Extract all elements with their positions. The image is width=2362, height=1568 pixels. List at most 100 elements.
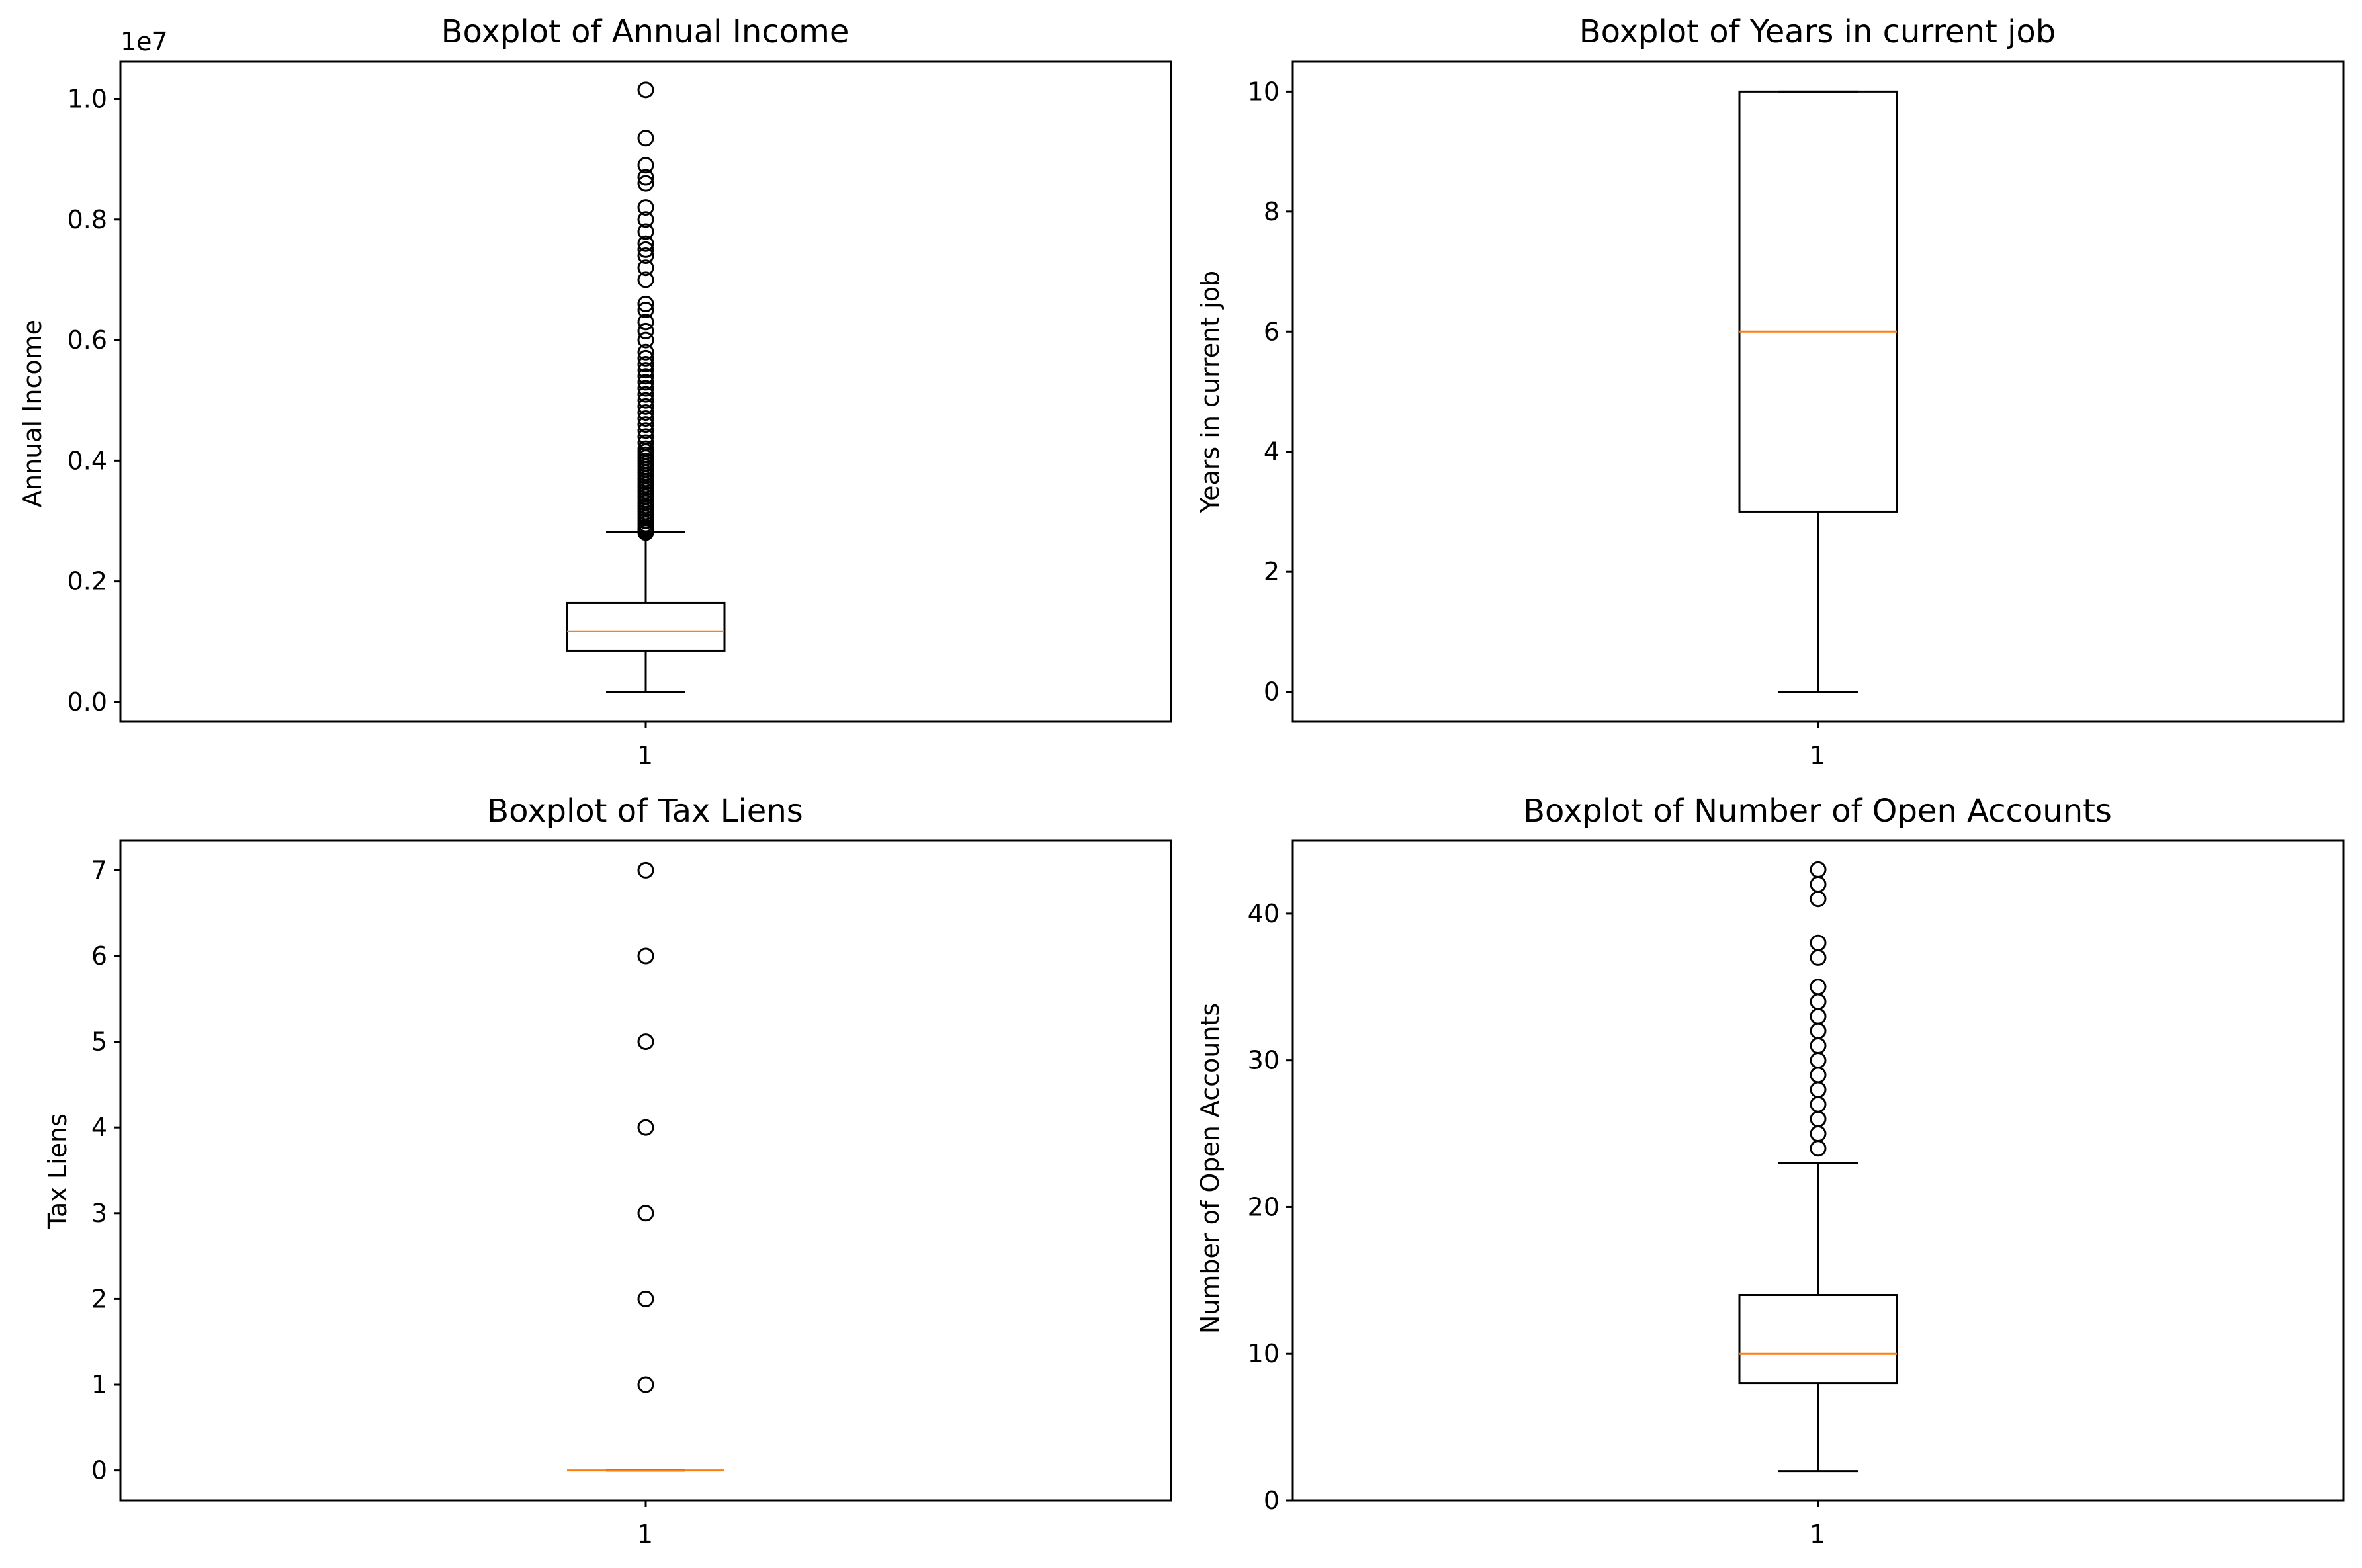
panel-tax-liens: Boxplot of Tax Liens Tax Liens 1 0 1 2 3 4 5 6… [43,793,1172,1549]
outlier-point [637,1376,654,1393]
iqr-box [1738,1294,1898,1385]
y-tick-label: 8 [1264,197,1280,226]
outlier-point [637,386,654,403]
axes-frame [119,839,1172,1502]
outlier-point [637,947,654,965]
panel-title: Boxplot of Number of Open Accounts [1523,793,2112,830]
axes-frame [119,60,1172,723]
x-tick-label: 1 [1810,1520,1825,1549]
y-tick-label: 6 [91,941,107,971]
outlier-point [637,302,654,319]
outlier-point [637,343,654,361]
outlier-point [637,392,654,409]
y-tick-label: 0.8 [67,205,107,234]
axis-offset-label: 1e7 [120,27,168,56]
outlier-point [637,235,654,252]
y-tick-label: 10 [1248,77,1280,106]
panel-title: Boxplot of Tax Liens [487,793,803,830]
y-tick-label: 2 [1264,557,1280,586]
outlier-point [637,356,654,373]
boxplot-marks [567,861,724,1472]
y-tick-label: 0 [91,1456,107,1485]
outlier-point [637,416,654,433]
y-axis-label: Number of Open Accounts [1196,1003,1225,1334]
panel-title: Boxplot of Annual Income [441,13,850,50]
outlier-point [637,428,654,445]
y-tick-label: 10 [1248,1339,1280,1368]
outlier-point [1810,861,1827,878]
outlier-point [637,223,654,240]
y-tick-label: 4 [91,1113,107,1142]
outlier-point [637,422,654,439]
y-tick-label: 1 [91,1370,107,1399]
outlier-point [637,175,654,192]
outlier-point [1810,979,1827,996]
outlier-point [637,314,654,331]
axes-frame [1291,839,2345,1502]
iqr-box [566,601,726,652]
y-tick-label: 3 [91,1199,107,1228]
y-tick-label: 20 [1248,1192,1280,1221]
outlier-point [637,380,654,397]
y-tick-label: 0 [1264,677,1280,707]
y-axis-label: Years in current job [1196,271,1225,513]
y-tick-label: 2 [91,1284,107,1313]
y-tick-label: 0 [1264,1486,1280,1515]
axes-frame [1291,60,2345,723]
outlier-point [637,169,654,186]
outlier-point [637,1205,654,1222]
outlier-point [637,130,654,147]
x-tick-label: 1 [1810,741,1825,770]
outlier-point [637,349,654,367]
outlier-point [637,199,654,216]
y-tick-label: 0.2 [67,567,107,596]
y-tick-label: 4 [1264,437,1280,466]
boxplot-marks [1738,90,1898,693]
panel-number-of-open-accounts: Boxplot of Number of Open Accounts Numbe… [1196,793,2345,1549]
outlier-point [637,331,654,349]
outlier-point [637,861,654,879]
outlier-point [637,368,654,385]
y-axis-ticks: 0 2 4 6 8 10 [1248,77,1819,728]
outlier-point [637,157,654,174]
outlier-point [637,247,654,264]
outlier-point [637,211,654,228]
y-tick-label: 30 [1248,1046,1280,1075]
y-tick-label: 0.4 [67,446,107,475]
outlier-point [637,1033,654,1051]
y-tick-label: 7 [91,855,107,885]
y-axis-label: Tax Liens [43,1113,72,1229]
outlier-point [637,440,654,457]
y-axis-ticks: 0 10 20 30 40 [1248,899,1819,1515]
y-tick-label: 6 [1264,317,1280,346]
panel-annual-income: Boxplot of Annual Income 1e7 Annual Inco… [18,13,1172,770]
outlier-point [637,241,654,258]
outlier-point [637,362,654,379]
y-tick-label: 0.6 [67,326,107,355]
boxplot-marks [1738,861,1898,1473]
outlier-point [637,1290,654,1307]
x-tick-label: 1 [637,741,653,770]
y-tick-label: 0.0 [67,687,107,717]
y-tick-label: 1.0 [67,85,107,114]
outlier-point [637,374,654,391]
outlier-point [637,434,654,451]
y-axis-ticks: 0.0 0.2 0.4 0.6 0.8 1.0 [67,85,647,728]
outlier-point [1810,934,1827,951]
panel-title: Boxplot of Years in current job [1579,13,2056,50]
outlier-point [637,259,654,277]
y-axis-label: Annual Income [18,320,47,507]
outlier-point [637,271,654,288]
y-axis-ticks: 0 1 2 3 4 5 6 7 [91,855,647,1507]
y-tick-label: 5 [91,1027,107,1057]
iqr-box [1738,90,1898,513]
y-tick-label: 40 [1248,899,1280,928]
boxplot-marks [566,81,726,693]
outlier-point [637,410,654,427]
outlier-point [637,322,654,339]
outlier-point [637,404,654,421]
outlier-point [637,295,654,312]
x-tick-label: 1 [637,1520,653,1549]
